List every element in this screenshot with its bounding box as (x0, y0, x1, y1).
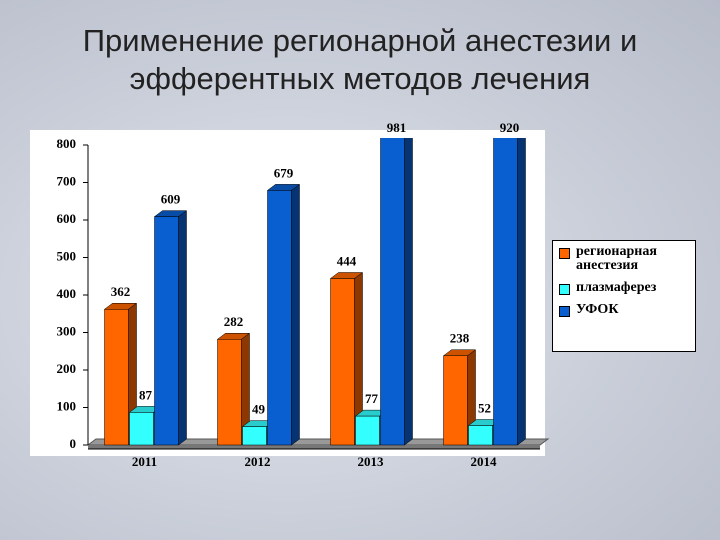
data-label: 679 (274, 165, 294, 180)
bar-side (291, 183, 300, 446)
bar (442, 349, 477, 446)
bar (216, 332, 251, 446)
bar-front (380, 138, 405, 446)
bar (493, 94, 526, 446)
legend-swatch (559, 306, 570, 317)
data-label: 920 (500, 120, 520, 135)
data-label: 444 (337, 253, 357, 268)
legend-item: УФОК (557, 303, 691, 317)
data-label: 77 (365, 391, 379, 406)
y-tick-label: 600 (57, 211, 77, 226)
bar (103, 302, 138, 446)
y-tick-label: 200 (57, 361, 77, 376)
y-tick-label: 400 (57, 286, 77, 301)
data-label: 49 (252, 402, 266, 417)
legend-label: плазмаферез (576, 280, 657, 295)
y-tick-label: 100 (57, 398, 77, 413)
y-tick-label: 800 (57, 136, 77, 151)
y-tick-label: 0 (70, 436, 77, 451)
x-tick-label: 2013 (358, 454, 385, 469)
legend-swatch (559, 284, 570, 295)
bar-front (468, 425, 493, 446)
bar-front (355, 415, 380, 446)
legend-swatch (559, 248, 570, 259)
bar-side (517, 138, 526, 446)
data-label: 87 (139, 387, 153, 402)
bar-front (154, 216, 179, 446)
legend: регионарная анестезия плазмаферез УФОК (552, 240, 696, 352)
y-tick-label: 300 (57, 323, 77, 338)
data-label: 238 (450, 331, 470, 346)
x-tick-label: 2011 (132, 454, 157, 469)
data-label: 282 (224, 314, 244, 329)
bar-front (267, 190, 292, 446)
legend-label: регионарная анестезия (576, 244, 657, 273)
bar-front (217, 339, 242, 446)
bar (329, 272, 364, 446)
y-tick-label: 500 (57, 248, 77, 263)
chart-title: Применение регионарной анестезии и эффер… (82, 23, 638, 96)
bar-front (104, 309, 129, 446)
bar-front (493, 138, 518, 446)
data-label: 609 (161, 192, 181, 207)
bar (266, 183, 301, 446)
bar-side (178, 210, 187, 446)
bar-front (129, 412, 154, 446)
bar-front (242, 426, 267, 446)
bar (153, 210, 188, 446)
x-tick-label: 2012 (245, 454, 271, 469)
legend-item: плазмаферез (557, 281, 691, 295)
floor-front (88, 445, 540, 449)
bar-front (330, 278, 355, 446)
y-tick-label: 700 (57, 173, 77, 188)
x-tick-label: 2014 (471, 454, 498, 469)
data-label: 362 (111, 284, 131, 299)
legend-item: регионарная анестезия (557, 245, 691, 273)
data-label: 52 (478, 400, 491, 415)
data-label: 981 (387, 120, 407, 135)
bar (380, 71, 413, 446)
bar-front (443, 355, 468, 446)
bar-top (381, 71, 413, 77)
legend-label: УФОК (576, 302, 619, 317)
bar-top (494, 94, 526, 100)
